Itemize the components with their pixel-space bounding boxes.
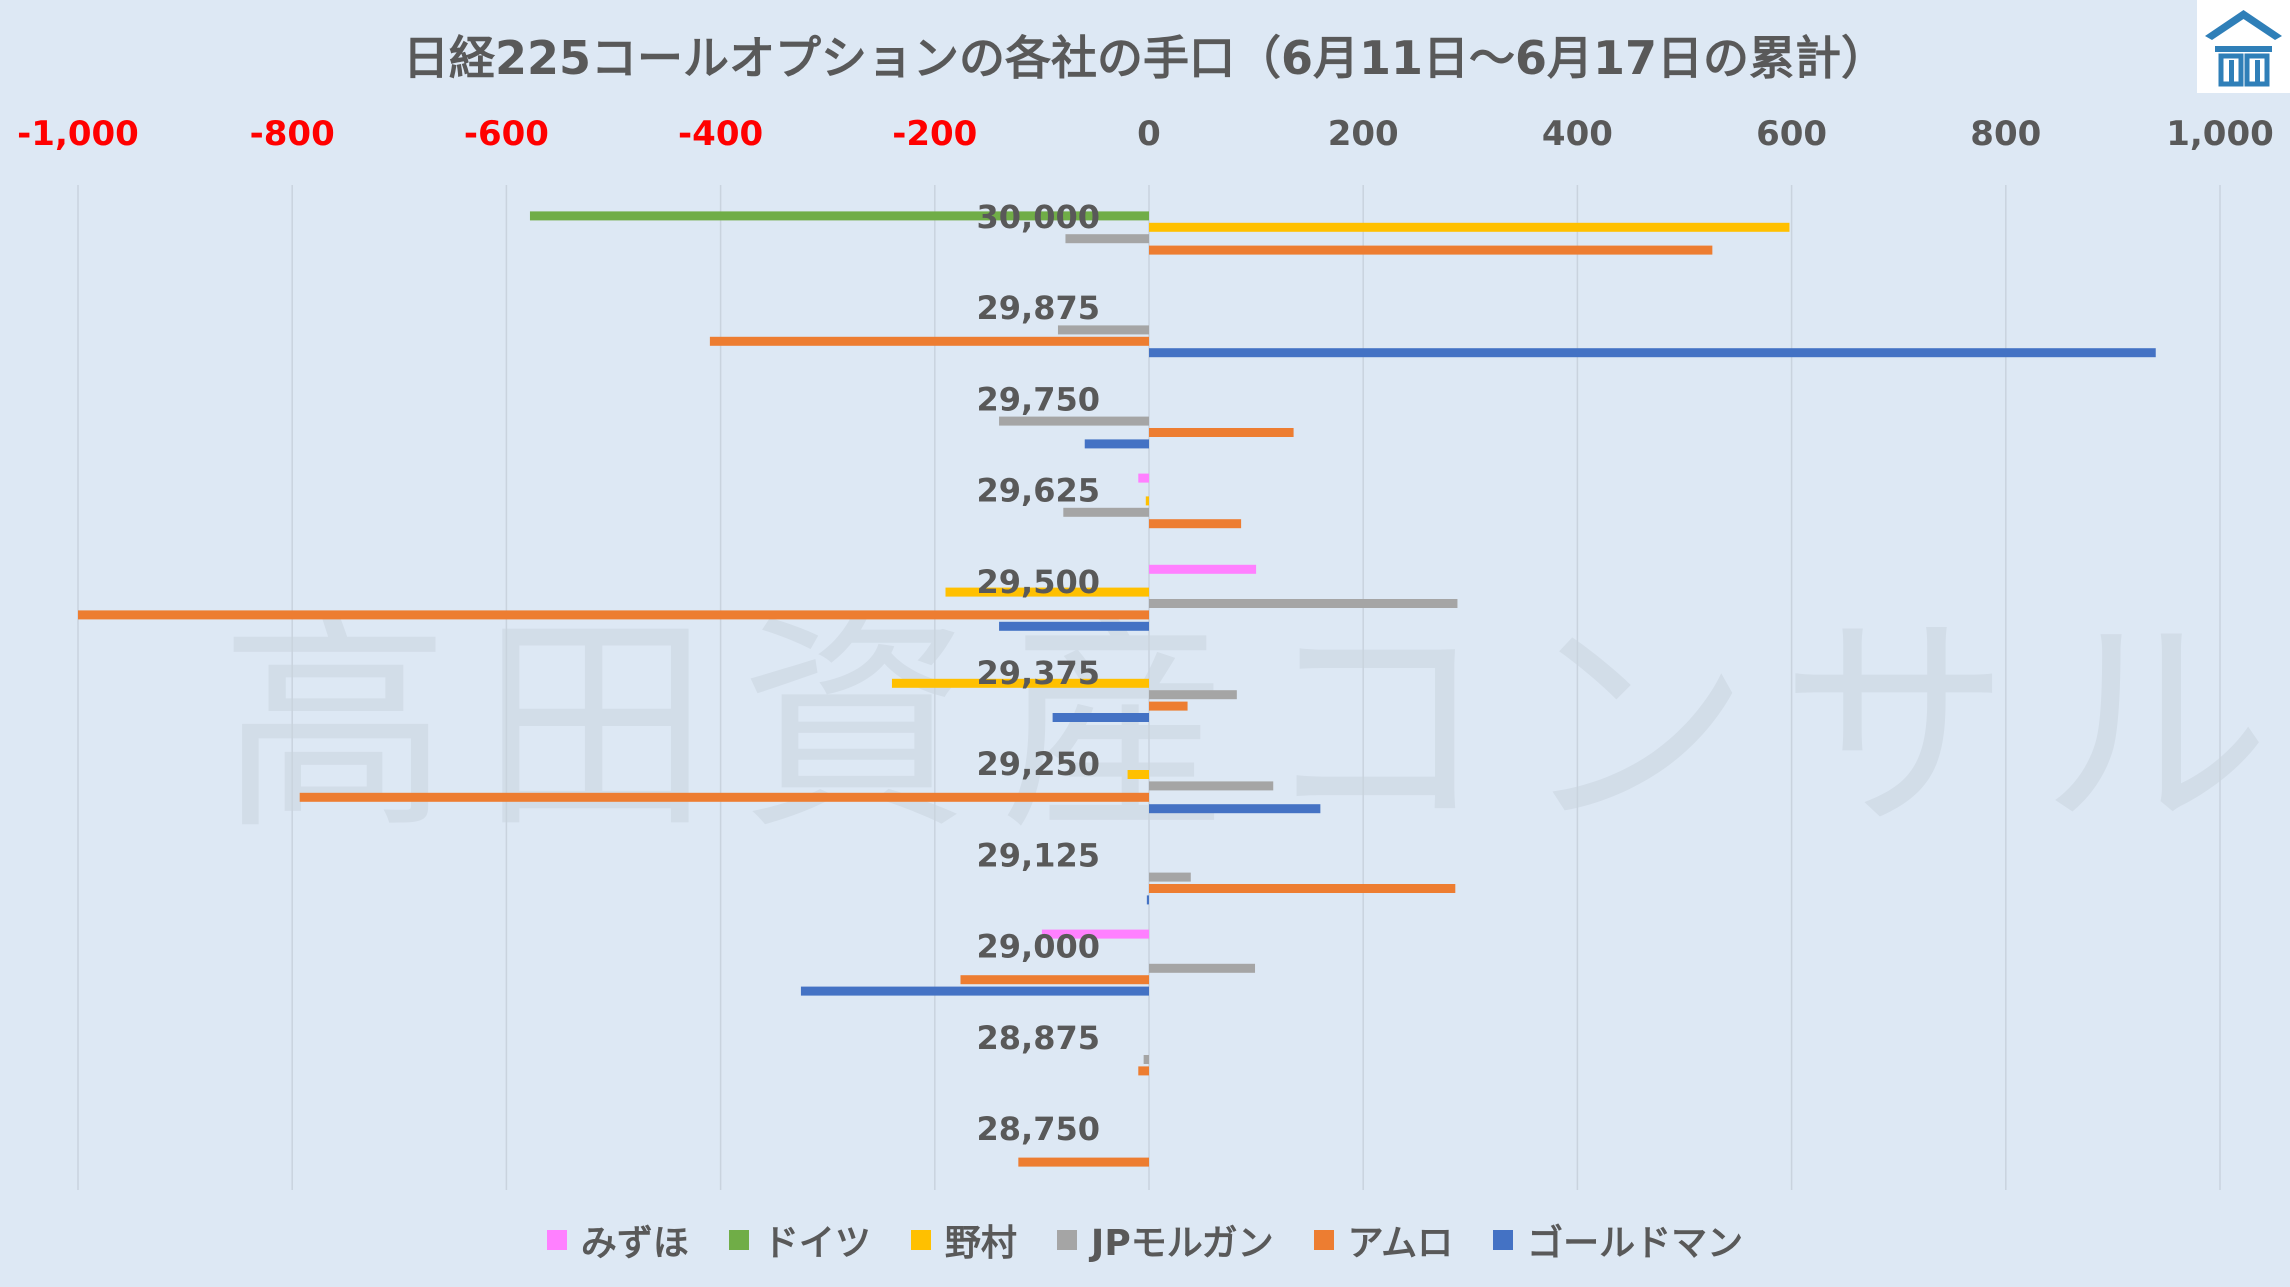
bar [1146, 895, 1149, 905]
bar [299, 792, 1149, 802]
bar [1149, 781, 1274, 791]
category-label: 29,125 [977, 836, 1100, 874]
category-label: 29,500 [977, 563, 1100, 601]
bar [1052, 713, 1149, 722]
category-label: 28,750 [977, 1110, 1100, 1148]
x-tick-label: 600 [1756, 114, 1827, 154]
chart-legend: みずほ ドイツ 野村 JPモルガン アムロ ゴールドマン [0, 1215, 2290, 1265]
x-tick-label: 400 [1542, 114, 1613, 154]
bar [1127, 770, 1149, 779]
legend-label: JPモルガン [1090, 1223, 1274, 1264]
legend-swatch [728, 1230, 749, 1250]
bar [1145, 496, 1149, 506]
bar [1149, 884, 1456, 893]
bar [800, 986, 1149, 996]
legend-swatch [1056, 1230, 1077, 1250]
bar [1149, 599, 1458, 608]
bar [1149, 564, 1257, 574]
bar [945, 587, 1149, 597]
category-label: 29,375 [977, 654, 1100, 692]
bar [1138, 473, 1149, 483]
x-tick-label: -1,000 [17, 114, 139, 154]
legend-label: ゴールドマン [1527, 1223, 1744, 1264]
bar [1065, 234, 1149, 244]
bar [1138, 1066, 1149, 1076]
x-tick-label: 1,000 [2166, 114, 2274, 154]
bar [1057, 325, 1149, 335]
bar [1149, 428, 1294, 437]
x-tick-label: 200 [1328, 114, 1399, 154]
category-label: 29,625 [977, 472, 1100, 510]
house-logo-icon [2205, 10, 2282, 87]
bar [960, 975, 1149, 985]
x-tick-label: -200 [892, 114, 977, 154]
bar [1149, 348, 2156, 358]
bar [1149, 245, 1713, 255]
bar [1149, 701, 1188, 711]
legend-label: 野村 [944, 1223, 1017, 1264]
legend-item: みずほ [546, 1214, 689, 1266]
brand-logo [2197, 0, 2290, 93]
category-label: 28,875 [977, 1019, 1100, 1057]
category-label: 29,875 [977, 289, 1100, 327]
legend-item: 野村 [910, 1214, 1017, 1266]
bar [1063, 507, 1149, 517]
chart-title: 日経225コールオプションの各社の手口（6月11日～6月17日の累計） [402, 31, 1888, 85]
bar [1149, 222, 1790, 232]
legend-label: みずほ [580, 1223, 689, 1264]
legend-label: ドイツ [762, 1223, 871, 1264]
category-label: 30,000 [977, 198, 1100, 236]
bar [78, 610, 1149, 620]
x-tick-label: -400 [678, 114, 763, 154]
legend-item: JPモルガン [1056, 1214, 1274, 1266]
legend-item: アムロ [1313, 1214, 1454, 1266]
x-tick-label: 0 [1137, 114, 1161, 154]
legend-label: アムロ [1347, 1223, 1454, 1264]
category-label: 29,000 [977, 928, 1100, 966]
x-tick-label: 800 [1970, 114, 2041, 154]
bar [1041, 929, 1149, 939]
legend-swatch [1493, 1230, 1514, 1250]
bar [1149, 690, 1237, 700]
bar [1018, 1157, 1149, 1167]
category-label: 29,750 [977, 380, 1100, 418]
bar [1149, 519, 1242, 529]
legend-item: ドイツ [728, 1214, 871, 1266]
category-label: 29,250 [977, 745, 1100, 783]
bar [1149, 963, 1256, 973]
bar [529, 211, 1149, 221]
legend-swatch [546, 1230, 567, 1250]
x-tick-label: -600 [464, 114, 549, 154]
x-tick-label: -800 [250, 114, 335, 154]
bar [999, 621, 1149, 631]
bar [891, 678, 1149, 688]
legend-item: ゴールドマン [1493, 1214, 1743, 1266]
bar [1149, 804, 1321, 814]
legend-swatch [1313, 1230, 1334, 1250]
bar [709, 336, 1149, 346]
bar-chart: -1,000 -800 -600 -400 -200 0 200 400 600 800 1,000… [17, 114, 2274, 1190]
bar [1149, 872, 1191, 882]
legend-swatch [910, 1230, 931, 1250]
bar [1143, 1055, 1149, 1064]
bar [999, 416, 1149, 426]
bar [1084, 439, 1149, 449]
